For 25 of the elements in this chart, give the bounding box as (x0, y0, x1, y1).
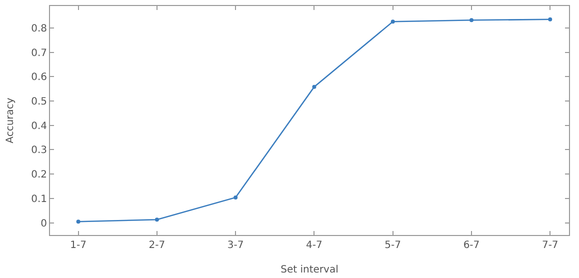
point (469, 18, 474, 22)
x-tick-label: 7-7 (542, 240, 558, 251)
x-tick-label: 2-7 (148, 240, 166, 251)
y-tick-label: 0.3 (31, 145, 47, 156)
y-tick-label: 0.1 (31, 194, 47, 205)
point (312, 84, 316, 89)
y-tick-label: 0.2 (31, 170, 47, 181)
y-tick-label: 0.6 (31, 72, 47, 84)
point (390, 20, 395, 24)
y-axis-title: Accuracy (5, 98, 16, 144)
point (548, 17, 552, 22)
x-tick-label: 6-7 (463, 240, 480, 251)
y-tick-label: 0.8 (31, 23, 47, 34)
point (154, 218, 159, 222)
y-tick-label: 0 (40, 218, 47, 230)
point (76, 220, 80, 224)
x-axis-title: Set interval (280, 264, 338, 276)
y-tick-label: 0.7 (31, 48, 47, 59)
y-tick-label: 0.5 (31, 96, 47, 108)
point (234, 195, 238, 200)
y-tick-label: 0.4 (31, 120, 47, 132)
x-tick-label: 5-7 (384, 240, 402, 251)
x-tick-label: 4-7 (306, 240, 322, 251)
x-tick-label: 3-7 (227, 240, 244, 251)
x-tick-label: 1-7 (70, 240, 86, 251)
